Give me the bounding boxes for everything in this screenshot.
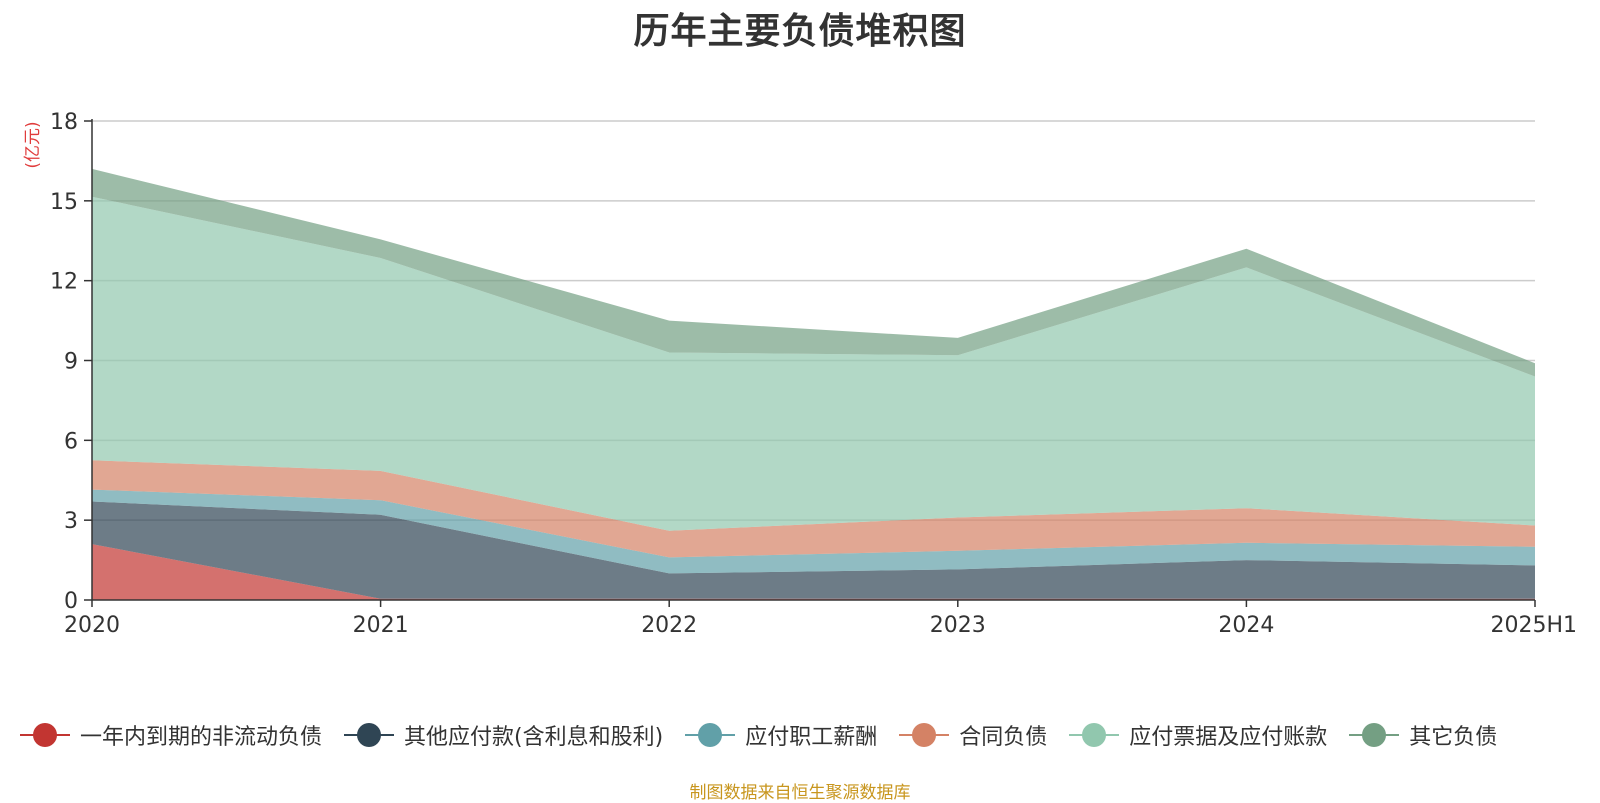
series-areas (92, 168, 1535, 600)
area-series-4 (92, 196, 1535, 531)
x-tick-label: 2025H1 (1490, 613, 1577, 638)
legend-item-1[interactable]: 其他应付款(含利息和股利) (344, 719, 663, 751)
axes (84, 119, 1536, 607)
chart-legend: 一年内到期的非流动负债 其他应付款(含利息和股利) 应付职工薪酬 合同负债 应付票据及应… (20, 718, 1519, 752)
y-tick-label: 0 (64, 589, 78, 614)
legend-label: 一年内到期的非流动负债 (80, 725, 323, 750)
x-tick-label: 2020 (64, 613, 120, 638)
legend-item-0[interactable]: 一年内到期的非流动负债 (20, 719, 322, 751)
y-tick-label: 15 (50, 190, 78, 215)
y-axis-unit-label: (亿元) (23, 121, 43, 168)
y-tick-label: 12 (50, 270, 78, 295)
x-tick-label: 2023 (930, 613, 986, 638)
y-tick-label: 3 (64, 509, 78, 534)
area-series-0 (92, 544, 1535, 600)
x-tick-labels: 2020 2021 2022 2023 2024 2025H1 (64, 613, 1577, 638)
legend-item-5[interactable]: 其它负债 (1349, 719, 1497, 751)
y-tick-labels: 0 3 6 9 12 15 18 (50, 110, 78, 614)
legend-label: 应付票据及应付账款 (1129, 725, 1328, 750)
area-series-1 (92, 501, 1535, 599)
area-series-2 (92, 489, 1535, 574)
y-tick-label: 6 (64, 429, 78, 454)
legend-marker-icon (899, 721, 950, 749)
legend-marker-icon (685, 721, 736, 749)
x-tick-label: 2021 (353, 613, 409, 638)
legend-item-3[interactable]: 合同负债 (899, 719, 1047, 751)
legend-marker-icon (1349, 721, 1400, 749)
legend-marker-icon (20, 721, 70, 749)
legend-label: 其他应付款(含利息和股利) (404, 725, 664, 750)
source-note: 制图数据来自恒生聚源数据库 (689, 783, 911, 803)
legend-item-4[interactable]: 应付票据及应付账款 (1069, 719, 1327, 751)
legend-marker-icon (1069, 721, 1120, 749)
legend-label: 应付职工薪酬 (745, 725, 878, 750)
legend-item-2[interactable]: 应付职工薪酬 (685, 719, 877, 751)
y-tick-label: 9 (64, 350, 78, 375)
legend-label: 合同负债 (959, 725, 1048, 750)
x-tick-label: 2024 (1218, 613, 1274, 638)
chart-title: 历年主要负债堆积图 (633, 11, 967, 52)
area-series-5 (92, 168, 1535, 377)
legend-label: 其它负债 (1409, 725, 1498, 750)
legend-marker-icon (344, 721, 395, 749)
area-series-3 (92, 460, 1535, 558)
x-tick-label: 2022 (641, 613, 697, 638)
y-tick-label: 18 (50, 110, 78, 135)
